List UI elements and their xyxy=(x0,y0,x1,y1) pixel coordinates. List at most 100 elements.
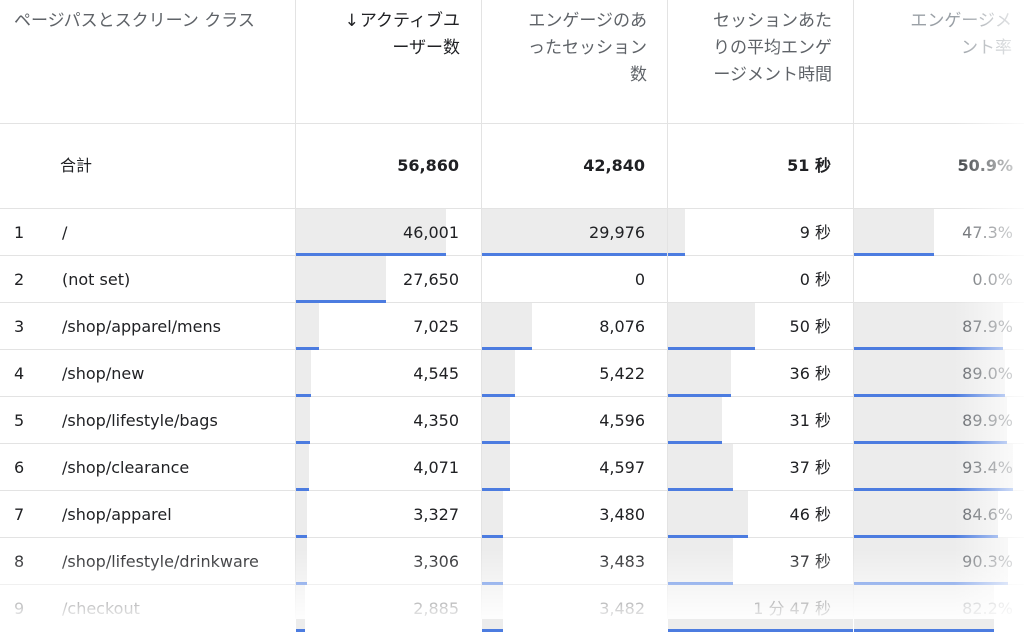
column-divider xyxy=(295,0,296,619)
avg-time-value: 9 秒 xyxy=(799,223,831,242)
totals-label: 合計 xyxy=(60,156,93,175)
bar-fill-users xyxy=(296,397,310,444)
row-number: 9 xyxy=(14,599,25,618)
column-divider xyxy=(667,0,668,619)
active-users-value: 7,025 xyxy=(413,317,459,336)
column-divider xyxy=(853,0,854,619)
bar-line-time xyxy=(668,441,722,444)
row-divider xyxy=(0,490,1024,491)
engaged-sessions-value: 4,596 xyxy=(599,411,645,430)
column-header-avg-engagement-time[interactable]: セッションあたりの平均エンゲージメント時間 xyxy=(712,8,832,89)
column-header-active-users[interactable]: ↓アクティブユーザー数 xyxy=(340,8,460,62)
bar-line-users xyxy=(296,535,307,538)
avg-time-value: 0 秒 xyxy=(799,270,831,289)
avg-time-value: 37 秒 xyxy=(789,552,831,571)
table-row[interactable]: 6/shop/clearance 4,071 4,597 37 秒 93.4% xyxy=(0,444,1024,491)
bar-fill-users xyxy=(296,350,311,397)
engaged-sessions-value: 8,076 xyxy=(599,317,645,336)
table-row[interactable]: 2 (not set) 27,650 0 0 秒 0.0% xyxy=(0,256,1024,303)
totals-active-users: 56,860 xyxy=(397,156,459,175)
engagement-rate-value: 87.9% xyxy=(962,317,1013,336)
avg-time-value: 31 秒 xyxy=(789,411,831,430)
bar-line-sessions xyxy=(482,253,667,256)
bar-line-sessions xyxy=(482,441,510,444)
engaged-sessions-value: 3,483 xyxy=(599,552,645,571)
avg-time-value: 50 秒 xyxy=(789,317,831,336)
page-path: /shop/apparel/mens xyxy=(62,317,221,336)
engagement-rate-value: 89.9% xyxy=(962,411,1013,430)
row-divider xyxy=(0,443,1024,444)
table-row[interactable]: 7/shop/apparel 3,327 3,480 46 秒 84.6% xyxy=(0,491,1024,538)
totals-engagement-rate: 50.9% xyxy=(957,156,1013,175)
avg-time-value: 37 秒 xyxy=(789,458,831,477)
engagement-rate-value: 0.0% xyxy=(972,270,1013,289)
row-number: 4 xyxy=(14,364,25,383)
table-row[interactable]: 5/shop/lifestyle/bags 4,350 4,596 31 秒 89.9% xyxy=(0,397,1024,444)
column-header-label: エンゲージメント率 xyxy=(910,11,1012,58)
engagement-rate-value: 47.3% xyxy=(962,223,1013,242)
bar-fill-sessions xyxy=(482,444,510,491)
bar-line-rate xyxy=(854,394,1005,397)
page-path: /shop/clearance xyxy=(62,458,190,477)
bar-line-rate xyxy=(854,441,1007,444)
column-header-label: アクティブユーザー数 xyxy=(359,11,460,58)
bar-fill-sessions xyxy=(482,491,503,538)
table-row[interactable]: 9/checkout 2,885 3,482 1 分 47 秒 82.2% xyxy=(0,585,1024,632)
bar-fill-time xyxy=(668,350,731,397)
row-number: 1 xyxy=(14,223,25,242)
bar-fill-sessions xyxy=(482,303,532,350)
page-path: /shop/lifestyle/drinkware xyxy=(62,552,259,571)
active-users-value: 46,001 xyxy=(403,223,459,242)
bar-line-rate xyxy=(854,488,1013,491)
table-row[interactable]: 4/shop/new 4,545 5,422 36 秒 89.0% xyxy=(0,350,1024,397)
bar-fill-rate xyxy=(854,209,934,256)
bar-fill-sessions xyxy=(482,350,515,397)
page-path: (not set) xyxy=(62,270,131,289)
bar-fill-users xyxy=(296,209,446,256)
column-header-page-path[interactable]: ページパスとスクリーン クラス xyxy=(14,8,289,35)
bar-line-sessions xyxy=(482,488,510,491)
row-number: 3 xyxy=(14,317,25,336)
avg-time-value: 1 分 47 秒 xyxy=(753,599,831,618)
row-divider xyxy=(0,302,1024,303)
column-header-engaged-sessions[interactable]: エンゲージのあったセッション数 xyxy=(527,8,647,89)
bar-fill-users xyxy=(296,303,319,350)
bar-fill-sessions xyxy=(482,397,510,444)
engaged-sessions-value: 5,422 xyxy=(599,364,645,383)
bar-fill-time xyxy=(668,209,685,256)
engaged-sessions-value: 29,976 xyxy=(589,223,645,242)
engaged-sessions-value: 4,597 xyxy=(599,458,645,477)
page-path: /shop/new xyxy=(62,364,145,383)
bar-line-users xyxy=(296,441,310,444)
totals-divider xyxy=(0,208,1024,209)
table-row[interactable]: 1 / 46,001 29,976 9 秒 47.3% xyxy=(0,209,1024,256)
engagement-rate-value: 90.3% xyxy=(962,552,1013,571)
row-number: 6 xyxy=(14,458,25,477)
totals-engaged-sessions: 42,840 xyxy=(583,156,645,175)
bar-line-time xyxy=(668,488,733,491)
bar-fill-time xyxy=(668,397,722,444)
bar-line-sessions xyxy=(482,394,515,397)
active-users-value: 4,350 xyxy=(413,411,459,430)
row-divider xyxy=(0,537,1024,538)
bar-fill-sessions xyxy=(482,209,667,256)
bar-line-users xyxy=(296,394,311,397)
column-header-engagement-rate[interactable]: エンゲージメント率 xyxy=(900,8,1012,62)
engaged-sessions-value: 0 xyxy=(634,270,645,289)
active-users-value: 3,327 xyxy=(413,505,459,524)
column-header-label: ページパスとスクリーン クラス xyxy=(14,11,255,31)
bar-line-rate xyxy=(854,253,934,256)
table-row[interactable]: 8/shop/lifestyle/drinkware 3,306 3,483 37 秒… xyxy=(0,538,1024,585)
bar-fill-users xyxy=(296,444,309,491)
page-path: /shop/lifestyle/bags xyxy=(62,411,218,430)
engagement-rate-value: 89.0% xyxy=(962,364,1013,383)
engagement-rate-value: 93.4% xyxy=(962,458,1013,477)
bar-line-time xyxy=(668,253,685,256)
active-users-value: 4,071 xyxy=(413,458,459,477)
bar-line-users xyxy=(296,300,386,303)
bar-fill-time xyxy=(668,444,733,491)
column-header-label: エンゲージのあったセッション数 xyxy=(528,11,647,85)
row-number: 2 xyxy=(14,270,25,289)
table-row[interactable]: 3/shop/apparel/mens 7,025 8,076 50 秒 87.9% xyxy=(0,303,1024,350)
